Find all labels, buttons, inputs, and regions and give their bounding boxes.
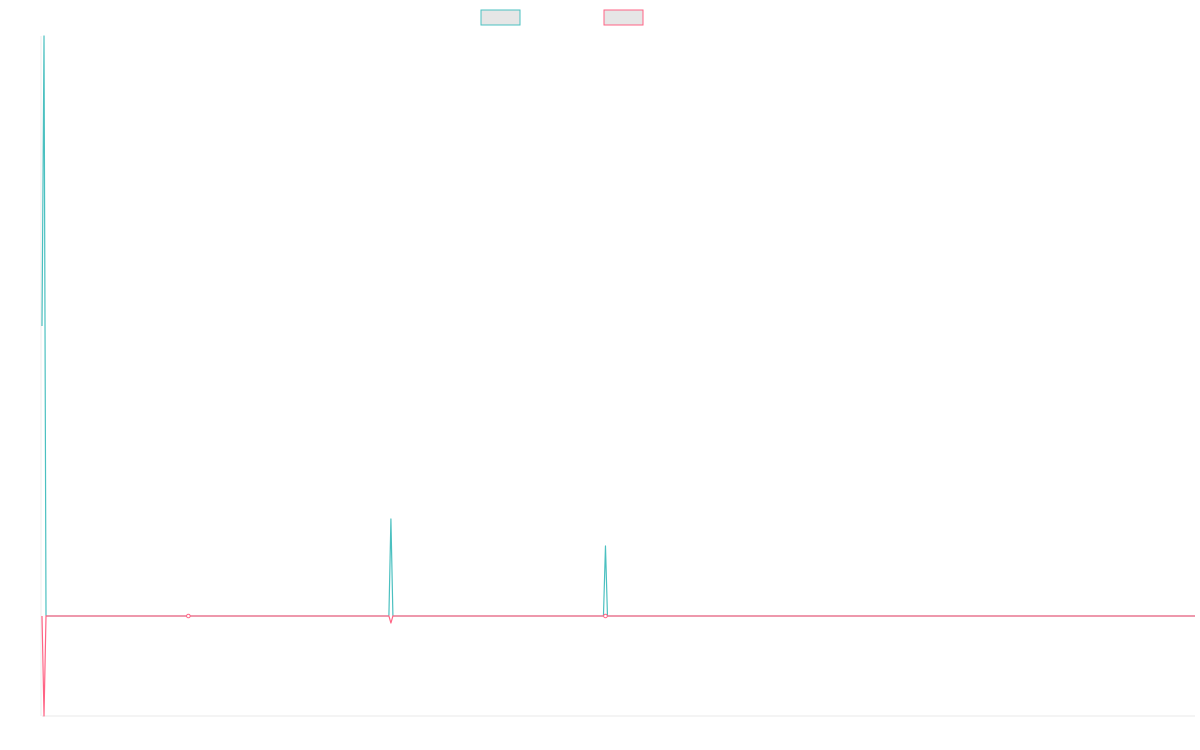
legend-item-a[interactable] bbox=[480, 9, 521, 26]
data-point-marker bbox=[186, 613, 191, 619]
series-line-b bbox=[41, 615, 1195, 717]
legend-swatch bbox=[480, 9, 521, 26]
legend-item-b[interactable] bbox=[603, 9, 644, 26]
data-point-marker bbox=[603, 613, 608, 619]
legend bbox=[480, 9, 644, 26]
series-line-a bbox=[41, 35, 1195, 617]
series-layer bbox=[41, 35, 1195, 717]
legend-swatch bbox=[603, 9, 644, 26]
marker-layer bbox=[186, 613, 608, 619]
